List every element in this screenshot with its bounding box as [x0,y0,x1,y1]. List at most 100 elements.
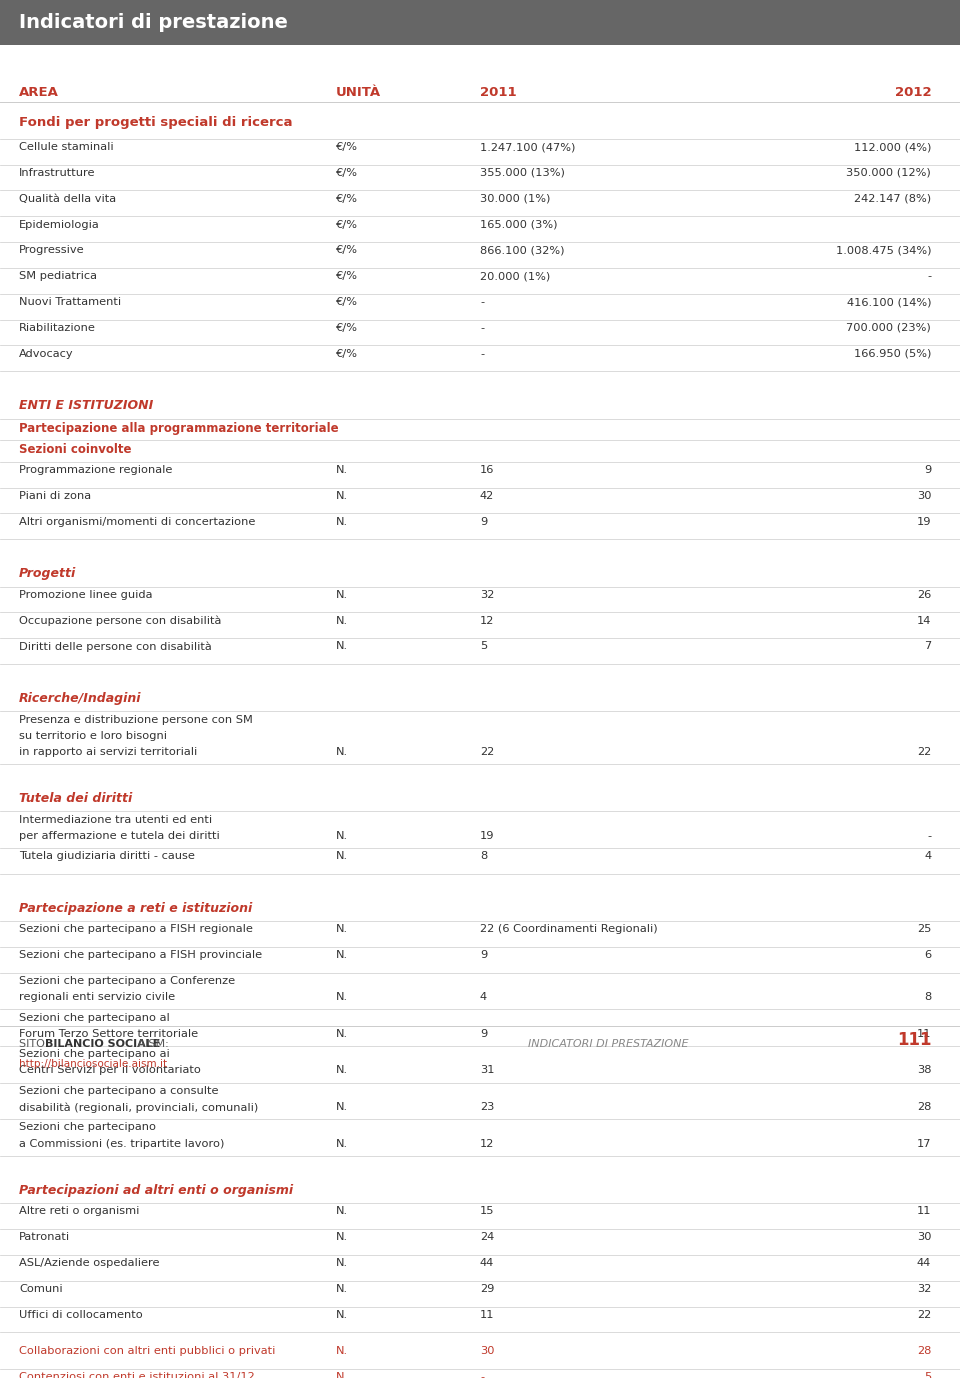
Text: 26: 26 [917,590,931,599]
Text: Collaborazioni con altri enti pubblici o privati: Collaborazioni con altri enti pubblici o… [19,1346,276,1356]
Text: a Commissioni (es. tripartite lavoro): a Commissioni (es. tripartite lavoro) [19,1138,225,1149]
Text: Diritti delle persone con disabilità: Diritti delle persone con disabilità [19,641,212,652]
Text: 11: 11 [480,1309,494,1320]
Text: 22: 22 [480,747,494,757]
Text: N.: N. [336,1206,348,1217]
Text: Sezioni che partecipano al: Sezioni che partecipano al [19,1013,170,1022]
Text: Altri organismi/momenti di concertazione: Altri organismi/momenti di concertazione [19,517,255,526]
Text: Sezioni che partecipano a FISH regionale: Sezioni che partecipano a FISH regionale [19,925,253,934]
Text: per affermazione e tutela dei diritti: per affermazione e tutela dei diritti [19,831,220,841]
Text: 23: 23 [480,1102,494,1112]
Text: Intermediazione tra utenti ed enti: Intermediazione tra utenti ed enti [19,814,212,824]
FancyBboxPatch shape [0,0,960,45]
Text: 31: 31 [480,1065,494,1075]
Text: N.: N. [336,1029,348,1039]
Text: -: - [480,298,484,307]
Text: 30: 30 [917,1232,931,1242]
Text: 9: 9 [480,1029,488,1039]
Text: Qualità della vita: Qualità della vita [19,194,116,204]
Text: Uffici di collocamento: Uffici di collocamento [19,1309,143,1320]
Text: N.: N. [336,1258,348,1268]
Text: Partecipazione alla programmazione territoriale: Partecipazione alla programmazione terri… [19,422,339,435]
Text: 165.000 (3%): 165.000 (3%) [480,219,558,230]
Text: disabilità (regionali, provinciali, comunali): disabilità (regionali, provinciali, comu… [19,1102,258,1112]
Text: 32: 32 [917,1284,931,1294]
Text: 4: 4 [480,992,487,1002]
Text: Nuovi Trattamenti: Nuovi Trattamenti [19,298,121,307]
Text: Sezioni che partecipano a FISH provinciale: Sezioni che partecipano a FISH provincia… [19,951,262,960]
Text: €/%: €/% [336,194,358,204]
Text: Presenza e distribuzione persone con SM: Presenza e distribuzione persone con SM [19,715,253,725]
Text: Progetti: Progetti [19,568,77,580]
Text: N.: N. [336,852,348,861]
Text: Sezioni che partecipano a Conferenze: Sezioni che partecipano a Conferenze [19,976,235,987]
Text: N.: N. [336,992,348,1002]
Text: N.: N. [336,1065,348,1075]
Text: 700.000 (23%): 700.000 (23%) [847,322,931,333]
Text: 355.000 (13%): 355.000 (13%) [480,168,564,178]
Text: Indicatori di prestazione: Indicatori di prestazione [19,14,288,32]
Text: -: - [480,349,484,358]
Text: AISM:: AISM: [134,1039,169,1049]
Text: 30.000 (1%): 30.000 (1%) [480,194,550,204]
Text: 9: 9 [924,464,931,475]
Text: Altre reti o organismi: Altre reti o organismi [19,1206,139,1217]
Text: N.: N. [336,616,348,626]
Text: N.: N. [336,491,348,500]
Text: Cellule staminali: Cellule staminali [19,142,114,152]
Text: 9: 9 [480,517,488,526]
Text: 7: 7 [924,641,931,652]
Text: Partecipazione a reti e istituzioni: Partecipazione a reti e istituzioni [19,901,252,915]
Text: -: - [480,1372,484,1378]
Text: 44: 44 [480,1258,494,1268]
Text: 1.008.475 (34%): 1.008.475 (34%) [836,245,931,255]
Text: 28: 28 [917,1346,931,1356]
Text: -: - [927,271,931,281]
Text: Occupazione persone con disabilità: Occupazione persone con disabilità [19,616,222,626]
Text: 19: 19 [480,831,494,841]
Text: 350.000 (12%): 350.000 (12%) [847,168,931,178]
Text: N.: N. [336,1309,348,1320]
Text: €/%: €/% [336,245,358,255]
Text: 16: 16 [480,464,494,475]
Text: -: - [927,831,931,841]
Text: Sezioni che partecipano a consulte: Sezioni che partecipano a consulte [19,1086,219,1096]
Text: 44: 44 [917,1258,931,1268]
Text: Piani di zona: Piani di zona [19,491,91,500]
Text: €/%: €/% [336,271,358,281]
Text: 22: 22 [917,747,931,757]
Text: Progressive: Progressive [19,245,84,255]
Text: N.: N. [336,747,348,757]
Text: Sezioni che partecipano ai: Sezioni che partecipano ai [19,1049,170,1060]
Text: 112.000 (4%): 112.000 (4%) [853,142,931,152]
Text: ENTI E ISTITUZIONI: ENTI E ISTITUZIONI [19,400,154,412]
Text: N.: N. [336,1102,348,1112]
Text: 5: 5 [480,641,488,652]
Text: €/%: €/% [336,142,358,152]
Text: 19: 19 [917,517,931,526]
Text: Riabilitazione: Riabilitazione [19,322,96,333]
Text: 15: 15 [480,1206,494,1217]
Text: 242.147 (8%): 242.147 (8%) [854,194,931,204]
Text: €/%: €/% [336,349,358,358]
Text: Sezioni che partecipano: Sezioni che partecipano [19,1123,156,1133]
Text: http://bilanciosociale.aism.it: http://bilanciosociale.aism.it [19,1058,167,1069]
Text: 1.247.100 (47%): 1.247.100 (47%) [480,142,575,152]
Text: 25: 25 [917,925,931,934]
Text: Promozione linee guida: Promozione linee guida [19,590,153,599]
Text: 166.950 (5%): 166.950 (5%) [853,349,931,358]
Text: 17: 17 [917,1138,931,1149]
Text: 22: 22 [917,1309,931,1320]
Text: ASL/Aziende ospedaliere: ASL/Aziende ospedaliere [19,1258,159,1268]
Text: INDICATORI DI PRESTAZIONE: INDICATORI DI PRESTAZIONE [528,1039,688,1049]
Text: Tutela dei diritti: Tutela dei diritti [19,792,132,805]
Text: 24: 24 [480,1232,494,1242]
Text: 22 (6 Coordinamenti Regionali): 22 (6 Coordinamenti Regionali) [480,925,658,934]
Text: Fondi per progetti speciali di ricerca: Fondi per progetti speciali di ricerca [19,116,293,130]
Text: 5: 5 [924,1372,931,1378]
Text: 32: 32 [480,590,494,599]
Text: 30: 30 [917,491,931,500]
Text: 20.000 (1%): 20.000 (1%) [480,271,550,281]
Text: 416.100 (14%): 416.100 (14%) [847,298,931,307]
Text: Sezioni coinvolte: Sezioni coinvolte [19,444,132,456]
